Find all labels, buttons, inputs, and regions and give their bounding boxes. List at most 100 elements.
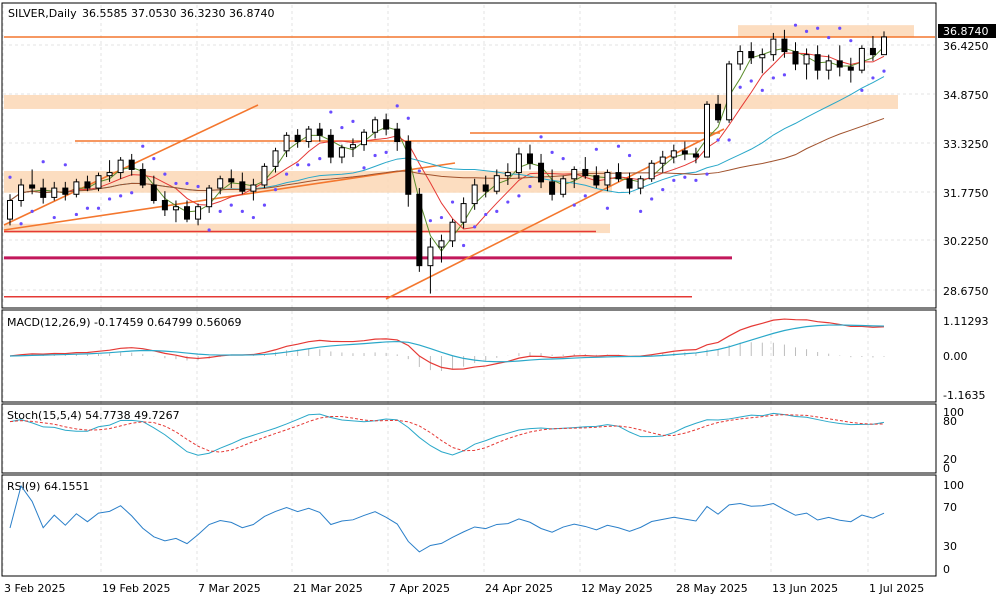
stoch-tick: 80 <box>943 415 957 428</box>
candle-body <box>128 159 135 170</box>
rsi-line <box>9 484 885 553</box>
psar-dot <box>461 243 466 248</box>
psar-dot <box>196 184 200 189</box>
macd-signal-line <box>9 324 885 363</box>
psar-dot <box>738 85 742 89</box>
psar-dot <box>141 144 145 148</box>
candle-body <box>427 246 434 267</box>
candle-body <box>659 156 666 164</box>
macd-label: MACD(12,26,9) -0.17459 0.64799 0.56069 <box>7 316 241 329</box>
candle-body <box>73 181 80 195</box>
psar-dot <box>827 35 831 40</box>
candle-body <box>604 172 611 186</box>
candle-body <box>460 203 467 223</box>
macd-indicator <box>9 318 885 372</box>
rsi-tick: 100 <box>943 479 964 492</box>
macd-tick: -1.1635 <box>943 389 985 402</box>
trend-line <box>3 162 456 231</box>
ohlc-label: 36.5585 37.0530 36.3230 36.8740 <box>82 7 274 20</box>
psar-dot <box>329 110 333 114</box>
candle-body <box>571 168 578 180</box>
candle-body <box>637 178 644 189</box>
macd-panel-frame <box>1 309 937 403</box>
candle-body <box>217 178 224 189</box>
candle-body <box>626 178 633 189</box>
psar-dot <box>439 215 444 220</box>
candle-body <box>792 51 799 65</box>
psar-dot <box>296 163 300 167</box>
candle-body <box>770 38 777 56</box>
psar-dot <box>528 184 532 189</box>
candle-body <box>283 134 290 152</box>
stoch-panel-frame <box>1 403 937 474</box>
psar-dot <box>517 194 521 198</box>
candle-body <box>349 144 356 149</box>
psar-dot <box>605 206 610 210</box>
psar-dot <box>406 116 410 120</box>
candle-body <box>781 38 788 53</box>
candle-body <box>493 175 500 192</box>
price-zone <box>4 223 610 234</box>
psar-dot <box>484 212 488 217</box>
rsi-tick: 70 <box>943 501 957 514</box>
psar-dot <box>8 175 12 179</box>
stoch-tick: 20 <box>943 453 957 466</box>
candle-body <box>538 162 545 183</box>
date-tick: 13 Jun 2025 <box>772 582 838 595</box>
macd-tick: 1.11293 <box>943 315 989 328</box>
psar-dot <box>572 203 576 207</box>
psar-dot <box>373 153 377 158</box>
psar-dot <box>716 138 720 142</box>
psar-dot <box>871 76 875 80</box>
candle-body <box>482 184 489 192</box>
trend-line <box>385 128 725 300</box>
macd-tick: 0.00 <box>943 350 968 363</box>
price-tick: 31.7750 <box>943 187 989 200</box>
moving-average-line <box>9 52 885 230</box>
candle-body <box>195 206 202 220</box>
stoch-label: Stoch(15,5,4) 54.7738 49.7267 <box>7 409 180 422</box>
psar-dot <box>163 172 167 176</box>
candle-body <box>316 128 323 136</box>
candle-body <box>117 159 124 174</box>
candle-body <box>681 150 688 155</box>
psar-dot <box>19 222 23 226</box>
psar-dot <box>251 215 255 220</box>
candle-body <box>560 178 567 195</box>
candle-body <box>184 206 191 220</box>
price-axis: 36.4250 34.8750 33.3250 31.7750 30.2250 … <box>943 40 989 298</box>
candle-body <box>858 47 865 71</box>
candle-body <box>106 172 113 177</box>
psar-dot <box>683 175 687 179</box>
stoch-k-line <box>9 412 885 456</box>
psar-dot <box>351 119 355 123</box>
stochastic-indicator <box>9 412 885 456</box>
candle-body <box>692 153 699 158</box>
current-price-tag: 36.8740 <box>938 24 996 38</box>
psar-dot <box>119 194 123 198</box>
price-tick: 34.8750 <box>943 89 989 102</box>
psar-dot <box>307 163 311 167</box>
date-tick: 7 Apr 2025 <box>389 582 450 595</box>
candle-body <box>261 165 268 186</box>
psar-dot <box>96 206 101 210</box>
date-tick: 28 May 2025 <box>676 582 748 595</box>
psar-dot <box>782 73 787 77</box>
candle-body <box>803 54 810 65</box>
candle-body <box>18 184 25 201</box>
candle-body <box>737 51 744 65</box>
grid <box>2 5 935 575</box>
psar-dot <box>550 150 554 154</box>
price-zone <box>738 25 914 38</box>
candle-body <box>726 63 733 121</box>
candle-body <box>206 187 213 208</box>
psar-dot <box>749 79 753 83</box>
psar-dot <box>705 172 709 176</box>
candle-body <box>648 162 655 180</box>
date-tick: 19 Feb 2025 <box>102 582 170 595</box>
psar-dot <box>860 88 864 92</box>
candle-body <box>40 187 47 198</box>
candle-body <box>172 206 179 211</box>
price-panel-frame <box>1 2 937 309</box>
